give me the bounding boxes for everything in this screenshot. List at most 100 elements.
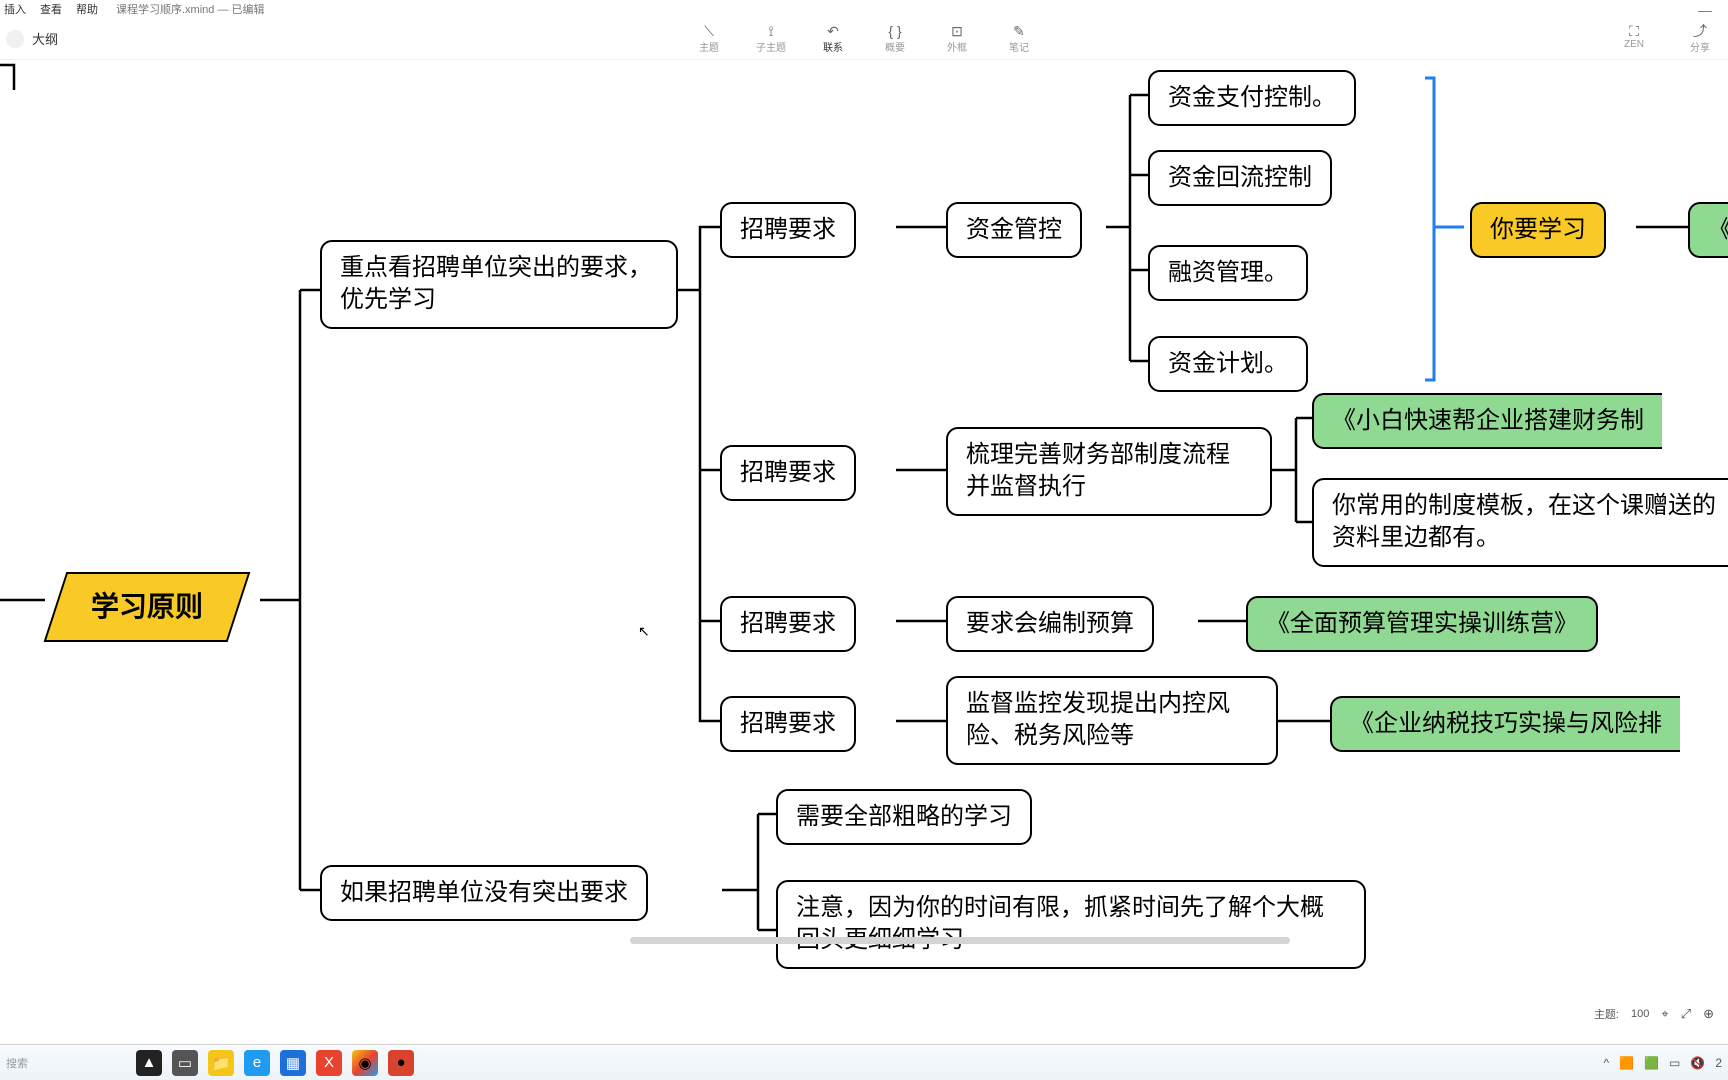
node-req1-label: 招聘要求	[740, 216, 836, 243]
relation-icon: ↶	[823, 23, 843, 39]
share-icon: ⤴	[1690, 23, 1710, 39]
summary-label: 概要	[885, 39, 905, 54]
tool-topic[interactable]: ⟍ 主题	[691, 23, 727, 54]
node-no-req[interactable]: 如果招聘单位没有突出要求	[320, 865, 648, 921]
minimize-icon[interactable]: —	[1698, 2, 1712, 18]
node-focus[interactable]: 重点看招聘单位突出的要求，优先学习	[320, 240, 678, 329]
node-book-budget-label: 《全面预算管理实操训练营》	[1266, 610, 1578, 637]
toolbar-center: ⟍ 主题 ⟟ 子主题 ↶ 联系 { } 概要 ⊡ 外框 ✎ 笔记	[691, 23, 1037, 54]
tool-share[interactable]: ⤴ 分享	[1682, 23, 1718, 54]
node-all-brief[interactable]: 需要全部粗略的学习	[776, 789, 1032, 845]
topics-label: 主题:	[1594, 1006, 1619, 1022]
topics-count: 100	[1631, 1008, 1649, 1020]
tool-note[interactable]: ✎ 笔记	[1001, 23, 1037, 54]
tool-zen[interactable]: ⛶ ZEN	[1616, 23, 1652, 54]
node-improve-process[interactable]: 梳理完善财务部制度流程并监督执行	[946, 427, 1272, 516]
horizontal-scrollbar[interactable]	[630, 937, 1290, 944]
node-budget-label: 要求会编制预算	[966, 610, 1134, 637]
zen-label: ZEN	[1624, 39, 1644, 50]
taskbar-search[interactable]: 搜索	[6, 1052, 66, 1074]
fit-icon[interactable]: ⤢	[1681, 1006, 1691, 1022]
menu-help[interactable]: 帮助	[76, 1, 98, 17]
node-book-tax-label: 《企业纳税技巧实操与风险排	[1350, 710, 1662, 737]
node-budget[interactable]: 要求会编制预算	[946, 596, 1154, 652]
node-fund-ctrl[interactable]: 资金管控	[946, 202, 1082, 258]
menu-insert[interactable]: 插入	[4, 1, 26, 17]
node-book-budget[interactable]: 《全面预算管理实操训练营》	[1246, 596, 1598, 652]
tray-icon-3[interactable]: ▭	[1669, 1056, 1680, 1070]
cursor-icon: ↖	[638, 623, 650, 640]
node-note-time-label: 注意，因为你的时间有限，抓紧时间先了解个大概 回头更细细学习	[796, 894, 1324, 953]
topic-label: 主题	[699, 39, 719, 54]
node-book-tax[interactable]: 《企业纳税技巧实操与风险排	[1330, 696, 1680, 752]
node-you-learn[interactable]: 你要学习	[1470, 202, 1606, 258]
node-all-brief-label: 需要全部粗略的学习	[796, 803, 1012, 830]
system-tray: ^ 🟧 🟩 ▭ 🔇 2	[1603, 1056, 1722, 1070]
toolbar: 大纲 ⟍ 主题 ⟟ 子主题 ↶ 联系 { } 概要 ⊡ 外框 ✎ 笔记 ⛶ Z	[0, 18, 1728, 60]
node-fund-pay[interactable]: 资金支付控制。	[1148, 70, 1356, 126]
app-icon-8[interactable]: ●	[388, 1050, 414, 1076]
node-req1[interactable]: 招聘要求	[720, 202, 856, 258]
document-title: 课程学习顺序.xmind — 已编辑	[116, 1, 265, 17]
node-fund-return[interactable]: 资金回流控制	[1148, 150, 1332, 206]
node-fund-plan-label: 资金计划。	[1168, 350, 1288, 377]
node-root-label: 学习原则	[91, 588, 203, 626]
app-icon-6[interactable]: X	[316, 1050, 342, 1076]
node-no-req-label: 如果招聘单位没有突出要求	[340, 879, 628, 906]
node-template-note[interactable]: 你常用的制度模板，在这个课赠送的资料里边都有。	[1312, 478, 1728, 567]
outline-button[interactable]: 大纲	[32, 29, 58, 48]
node-fund-pay-label: 资金支付控制。	[1168, 84, 1336, 111]
tool-summary[interactable]: { } 概要	[877, 23, 913, 54]
node-req3[interactable]: 招聘要求	[720, 596, 856, 652]
zoom-icon[interactable]: ⊕	[1703, 1006, 1714, 1022]
node-req4[interactable]: 招聘要求	[720, 696, 856, 752]
app-icon-5[interactable]: ▦	[280, 1050, 306, 1076]
node-book-cut[interactable]: 《	[1688, 202, 1728, 258]
tool-border[interactable]: ⊡ 外框	[939, 23, 975, 54]
note-label: 笔记	[1009, 39, 1029, 54]
search-placeholder: 搜索	[6, 1055, 28, 1071]
node-book-xiaobai-label: 《小白快速帮企业搭建财务制	[1332, 407, 1644, 434]
app-icon-3[interactable]: 📁	[208, 1050, 234, 1076]
border-label: 外框	[947, 39, 967, 54]
status-bar: 主题: 100 ⌖ ⤢ ⊕	[1588, 1004, 1720, 1024]
menu-bar: 插入 查看 帮助 课程学习顺序.xmind — 已编辑	[0, 0, 1728, 18]
node-supervise-label: 监督监控发现提出内控风险、税务风险等	[966, 690, 1230, 749]
border-icon: ⊡	[947, 23, 967, 39]
node-fund-finance[interactable]: 融资管理。	[1148, 245, 1308, 301]
tool-relation[interactable]: ↶ 联系	[815, 23, 851, 54]
map-icon[interactable]: ⌖	[1661, 1006, 1668, 1022]
node-note-time[interactable]: 注意，因为你的时间有限，抓紧时间先了解个大概 回头更细细学习	[776, 880, 1366, 969]
node-supervise[interactable]: 监督监控发现提出内控风险、税务风险等	[946, 676, 1278, 765]
node-improve-process-label: 梳理完善财务部制度流程并监督执行	[966, 441, 1230, 500]
node-template-note-label: 你常用的制度模板，在这个课赠送的资料里边都有。	[1332, 492, 1716, 551]
subtopic-label: 子主题	[756, 39, 786, 54]
app-icon-4[interactable]: e	[244, 1050, 270, 1076]
node-req3-label: 招聘要求	[740, 610, 836, 637]
tray-up-icon[interactable]: ^	[1603, 1056, 1609, 1070]
node-fund-plan[interactable]: 资金计划。	[1148, 336, 1308, 392]
node-req4-label: 招聘要求	[740, 710, 836, 737]
node-req2[interactable]: 招聘要求	[720, 445, 856, 501]
taskbar: 搜索 ▲ ▭ 📁 e ▦ X ◉ ● ^ 🟧 🟩 ▭ 🔇 2	[0, 1044, 1728, 1080]
node-fund-finance-label: 融资管理。	[1168, 259, 1288, 286]
app-icon-1[interactable]: ▲	[136, 1050, 162, 1076]
menu-view[interactable]: 查看	[40, 1, 62, 17]
node-book-xiaobai[interactable]: 《小白快速帮企业搭建财务制	[1312, 393, 1662, 449]
app-icon-7[interactable]: ◉	[352, 1050, 378, 1076]
taskbar-apps: ▲ ▭ 📁 e ▦ X ◉ ●	[136, 1050, 414, 1076]
tray-volume-icon[interactable]: 🔇	[1690, 1056, 1705, 1070]
tool-subtopic[interactable]: ⟟ 子主题	[753, 23, 789, 54]
tray-lang[interactable]: 2	[1715, 1056, 1722, 1070]
mindmap-canvas[interactable]: 学习原则 重点看招聘单位突出的要求，优先学习 招聘要求 资金管控 资金支付控制。…	[0, 60, 1728, 1020]
avatar[interactable]	[6, 30, 24, 48]
relation-label: 联系	[823, 39, 843, 54]
subtopic-icon: ⟟	[761, 23, 781, 39]
node-book-cut-label: 《	[1708, 216, 1728, 243]
zen-icon: ⛶	[1624, 23, 1644, 39]
tray-icon-1[interactable]: 🟧	[1619, 1056, 1634, 1070]
node-root[interactable]: 学习原则	[44, 572, 251, 642]
summary-icon: { }	[885, 23, 905, 39]
app-icon-2[interactable]: ▭	[172, 1050, 198, 1076]
tray-icon-2[interactable]: 🟩	[1644, 1056, 1659, 1070]
